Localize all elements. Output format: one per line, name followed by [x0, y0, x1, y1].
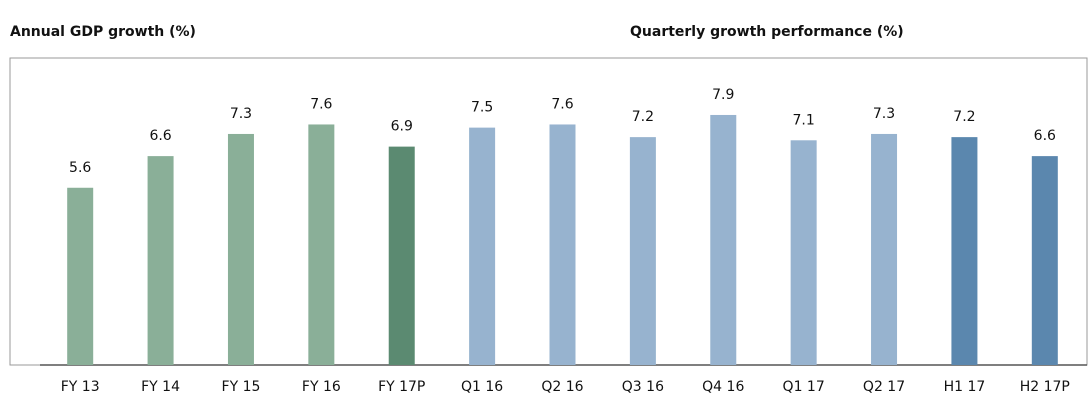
bar: [951, 137, 978, 365]
value-label: 7.2: [632, 109, 654, 125]
bar: [871, 133, 898, 365]
bar: [549, 124, 576, 365]
x-tick-label: FY 14: [141, 379, 180, 395]
bar: [790, 140, 817, 365]
x-tick-label: FY 17P: [378, 379, 425, 395]
x-tick-label: FY 16: [302, 379, 341, 395]
x-tick-label: Q4 16: [702, 379, 744, 395]
x-tick-label: Q1 16: [461, 379, 503, 395]
bar: [308, 124, 335, 365]
value-label: 7.6: [551, 96, 573, 112]
value-label: 6.9: [391, 119, 413, 135]
x-tick-label: FY 13: [61, 379, 100, 395]
bar: [629, 137, 656, 365]
value-label: 7.2: [953, 109, 975, 125]
value-label: 7.3: [873, 106, 895, 122]
x-tick-label: H1 17: [944, 379, 986, 395]
chart-title: Quarterly growth performance (%): [630, 24, 904, 40]
value-label: 7.3: [230, 106, 252, 122]
chart-title: Annual GDP growth (%): [10, 24, 196, 40]
x-tick-label: Q2 16: [541, 379, 583, 395]
bar: [710, 114, 737, 365]
x-tick-label: FY 15: [222, 379, 261, 395]
bar: [1031, 156, 1058, 365]
bar: [147, 156, 174, 365]
x-tick-label: H2 17P: [1020, 379, 1070, 395]
value-label: 7.9: [712, 87, 734, 103]
bar: [469, 127, 496, 365]
value-label: 7.5: [471, 100, 493, 116]
value-label: 7.1: [793, 112, 815, 128]
bar: [67, 187, 94, 365]
bar: [388, 146, 415, 365]
x-tick-label: Q2 17: [863, 379, 905, 395]
x-tick-label: Q1 17: [783, 379, 825, 395]
value-label: 6.6: [149, 128, 171, 144]
bar: [227, 133, 254, 365]
value-label: 5.6: [69, 160, 91, 176]
x-tick-label: Q3 16: [622, 379, 664, 395]
value-label: 7.6: [310, 96, 332, 112]
value-label: 6.6: [1034, 128, 1056, 144]
